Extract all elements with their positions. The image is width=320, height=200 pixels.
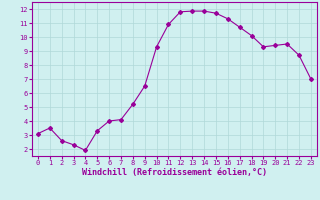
X-axis label: Windchill (Refroidissement éolien,°C): Windchill (Refroidissement éolien,°C) xyxy=(82,168,267,177)
